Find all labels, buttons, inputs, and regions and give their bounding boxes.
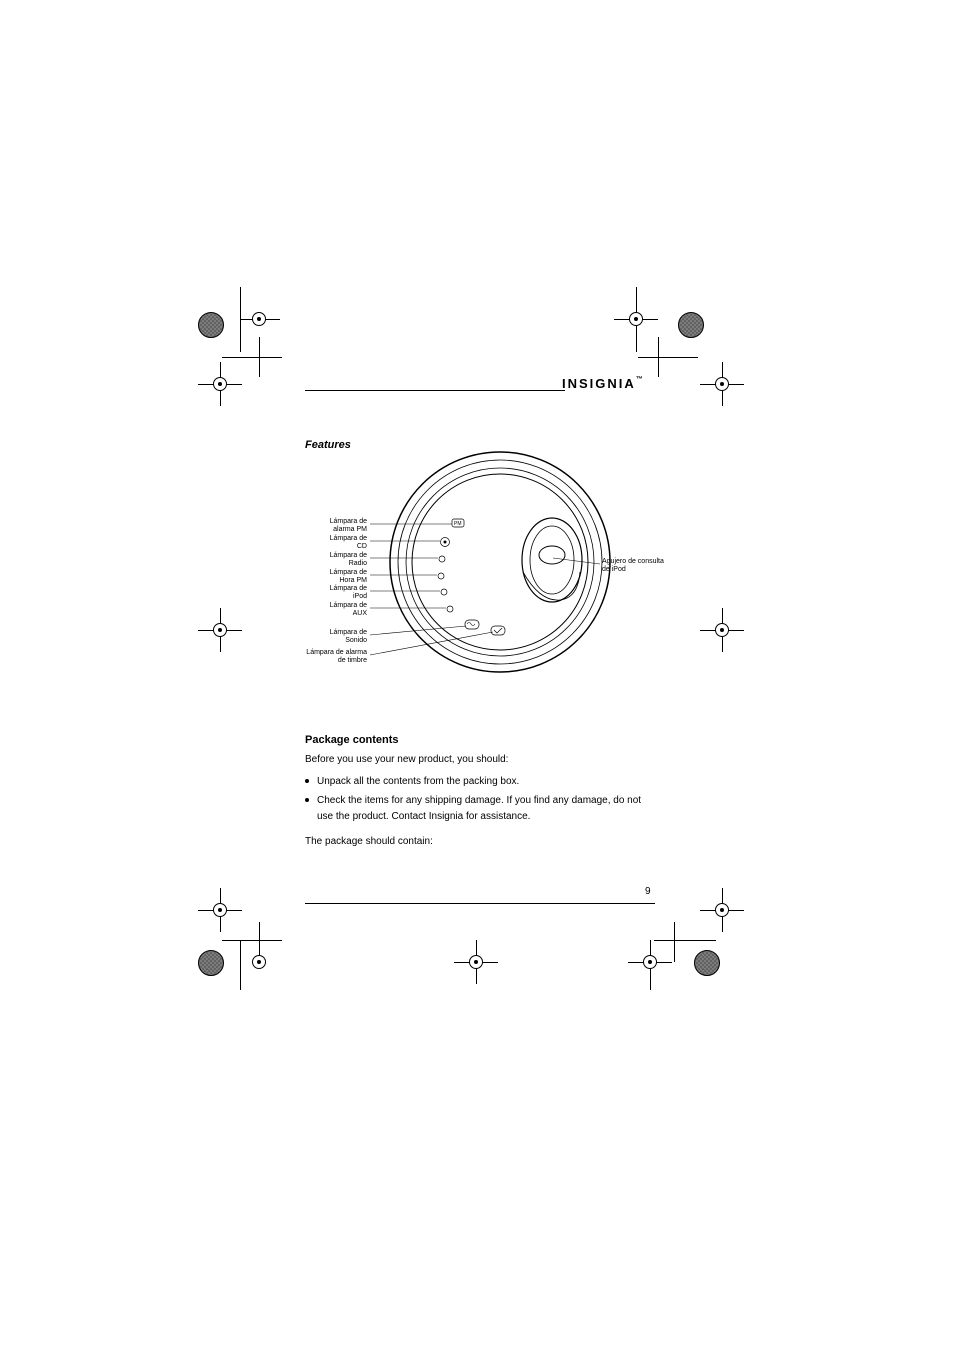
footer-rule xyxy=(305,903,655,904)
sub-heading-package: Package contents xyxy=(305,734,399,746)
svg-text:PM: PM xyxy=(454,521,462,527)
dial-diagram: PM xyxy=(0,0,954,720)
bullet-1-text: Unpack all the contents from the packing… xyxy=(317,774,519,790)
callout-ipod: Lámpara deiPod xyxy=(305,585,367,601)
page-number: 9 xyxy=(645,886,651,897)
bullet-1: Unpack all the contents from the packing… xyxy=(305,774,655,790)
callout-timbre: Lámpara de alarmade timbre xyxy=(290,649,367,665)
callout-radio: Lámpara deRadio xyxy=(305,552,367,568)
body-text-block: Before you use your new product, you sho… xyxy=(305,752,655,850)
callout-aux: Lámpara deAUX xyxy=(305,602,367,618)
callout-cd: Lámpara deCD xyxy=(305,535,367,551)
bullet-2: Check the items for any shipping damage.… xyxy=(305,793,655,824)
bullet-icon xyxy=(305,779,309,783)
callout-ipod-well: Agujero de consultade iPod xyxy=(602,558,682,574)
callout-sonido: Lámpara deSonido xyxy=(305,629,367,645)
intro-line: Before you use your new product, you sho… xyxy=(305,752,655,768)
callout-alarm-pm: Lámpara dealarma PM xyxy=(305,518,367,534)
footer-line: The package should contain: xyxy=(305,834,655,850)
bullet-2-text: Check the items for any shipping damage.… xyxy=(317,793,655,824)
callout-hora-pm: Lámpara deHora PM xyxy=(305,569,367,585)
bullet-icon xyxy=(305,798,309,802)
